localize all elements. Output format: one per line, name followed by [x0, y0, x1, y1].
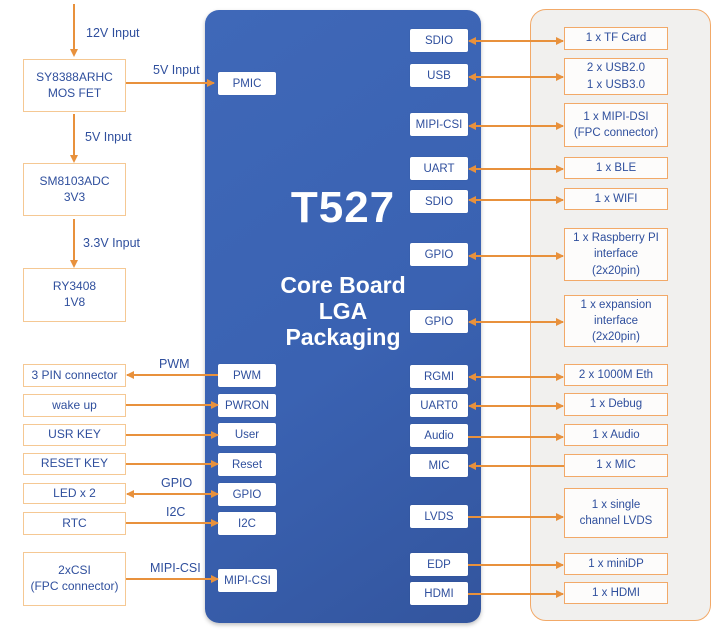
label-3v3-input: 3.3V Input — [83, 236, 140, 250]
peripheral-debug: 1 x Debug — [564, 393, 668, 416]
arrow-mic-mic — [469, 465, 564, 467]
port-chip-mic: MIC — [410, 454, 468, 477]
port-chip-audio: Audio — [410, 424, 468, 447]
arrow-sdio-wifi — [469, 199, 563, 201]
port-chip-rgmi: RGMI — [410, 365, 468, 388]
port-chip-uart: UART — [410, 157, 468, 180]
arrow-hdmi-hdmi — [468, 593, 563, 595]
power-stage-sy8388: SY8388ARHC MOS FET — [23, 59, 126, 112]
arrow-usb-usb — [469, 76, 563, 78]
arrow-lvds-lvds — [468, 516, 563, 518]
label-mipi-csi: MIPI-CSI — [150, 561, 201, 575]
arrow-usrkey-to-user — [126, 434, 218, 436]
port-chip-reset: Reset — [218, 453, 276, 476]
arrow-audio-audio — [468, 436, 563, 438]
arrow-5v-to-pmic — [126, 82, 214, 84]
arrow-edp-minidp — [468, 564, 563, 566]
arrow-uart-ble — [469, 168, 563, 170]
port-chip-mipi-csi-right: MIPI-CSI — [410, 113, 468, 136]
label-5v-input: 5V Input — [85, 130, 132, 144]
peripheral-usb: 2 x USB2.0 1 x USB3.0 — [564, 58, 668, 95]
arrow-2xcsi-to-mipicsi — [126, 578, 218, 580]
arrow-resetkey-to-reset — [126, 463, 218, 465]
peripheral-led-x2: LED x 2 — [23, 483, 126, 504]
peripheral-raspberry-pi-interface: 1 x Raspberry PI interface (2x20pin) — [564, 228, 668, 281]
port-chip-hdmi: HDMI — [410, 582, 468, 605]
port-chip-gpio-1: GPIO — [410, 243, 468, 266]
label-i2c: I2C — [166, 505, 186, 519]
peripheral-minidp: 1 x miniDP — [564, 553, 668, 575]
peripheral-reset-key: RESET KEY — [23, 453, 126, 475]
port-chip-sdio-1: SDIO — [410, 29, 468, 52]
port-chip-pwm: PWM — [218, 364, 276, 387]
port-chip-user: User — [218, 423, 276, 446]
label-pwm: PWM — [159, 357, 190, 371]
peripheral-lvds: 1 x single channel LVDS — [564, 488, 668, 538]
port-chip-gpio-left: GPIO — [218, 483, 276, 506]
port-chip-i2c: I2C — [218, 512, 276, 535]
peripheral-3pin-connector: 3 PIN connector — [23, 364, 126, 387]
peripheral-audio: 1 x Audio — [564, 424, 668, 446]
arrow-wakeup-to-pwron — [126, 404, 218, 406]
peripheral-wake-up: wake up — [23, 394, 126, 417]
arrow-3v3-input — [73, 219, 75, 261]
peripheral-rtc: RTC — [23, 512, 126, 535]
port-chip-lvds: LVDS — [410, 505, 468, 528]
port-chip-edp: EDP — [410, 553, 468, 576]
arrow-pwm-to-3pin — [127, 374, 218, 376]
port-chip-sdio-2: SDIO — [410, 190, 468, 213]
port-chip-pmic: PMIC — [218, 72, 276, 95]
arrow-rgmi-eth — [469, 376, 563, 378]
port-chip-pwron: PWRON — [218, 394, 276, 417]
arrow-sdio-tfcard — [469, 40, 563, 42]
label-12v-input: 12V Input — [86, 26, 140, 40]
label-gpio: GPIO — [161, 476, 193, 490]
arrow-gpio-expansion — [469, 321, 563, 323]
port-chip-usb: USB — [410, 64, 468, 87]
power-stage-ry3408: RY3408 1V8 — [23, 268, 126, 322]
peripheral-expansion-interface: 1 x expansion interface (2x20pin) — [564, 295, 668, 347]
peripheral-hdmi: 1 x HDMI — [564, 582, 668, 604]
soc-subtitle: Core Board LGA Packaging — [280, 272, 406, 350]
arrow-gpio-raspberrypi — [469, 255, 563, 257]
peripheral-1000m-eth: 2 x 1000M Eth — [564, 364, 668, 386]
peripheral-ble: 1 x BLE — [564, 157, 668, 179]
arrow-5v-input — [73, 114, 75, 156]
soc-title: T527 — [290, 183, 396, 232]
arrow-12v-input — [73, 4, 75, 50]
arrow-uart0-debug — [469, 405, 563, 407]
peripheral-wifi: 1 x WIFI — [564, 188, 668, 210]
peripheral-mic: 1 x MIC — [564, 454, 668, 477]
power-stage-sm8103: SM8103ADC 3V3 — [23, 163, 126, 216]
peripheral-2xcsi: 2xCSI (FPC connector) — [23, 552, 126, 606]
peripheral-tf-card: 1 x TF Card — [564, 27, 668, 50]
label-5v-input-pmic: 5V Input — [153, 63, 200, 77]
port-chip-uart0: UART0 — [410, 394, 468, 417]
peripheral-mipi-dsi: 1 x MIPI-DSI (FPC connector) — [564, 103, 668, 147]
port-chip-mipi-csi-left: MIPI-CSI — [218, 569, 277, 592]
arrow-led-gpio — [127, 493, 218, 495]
arrow-rtc-to-i2c — [126, 522, 218, 524]
peripheral-usr-key: USR KEY — [23, 424, 126, 446]
arrow-mipicsi-mipidsi — [469, 125, 563, 127]
port-chip-gpio-2: GPIO — [410, 310, 468, 333]
